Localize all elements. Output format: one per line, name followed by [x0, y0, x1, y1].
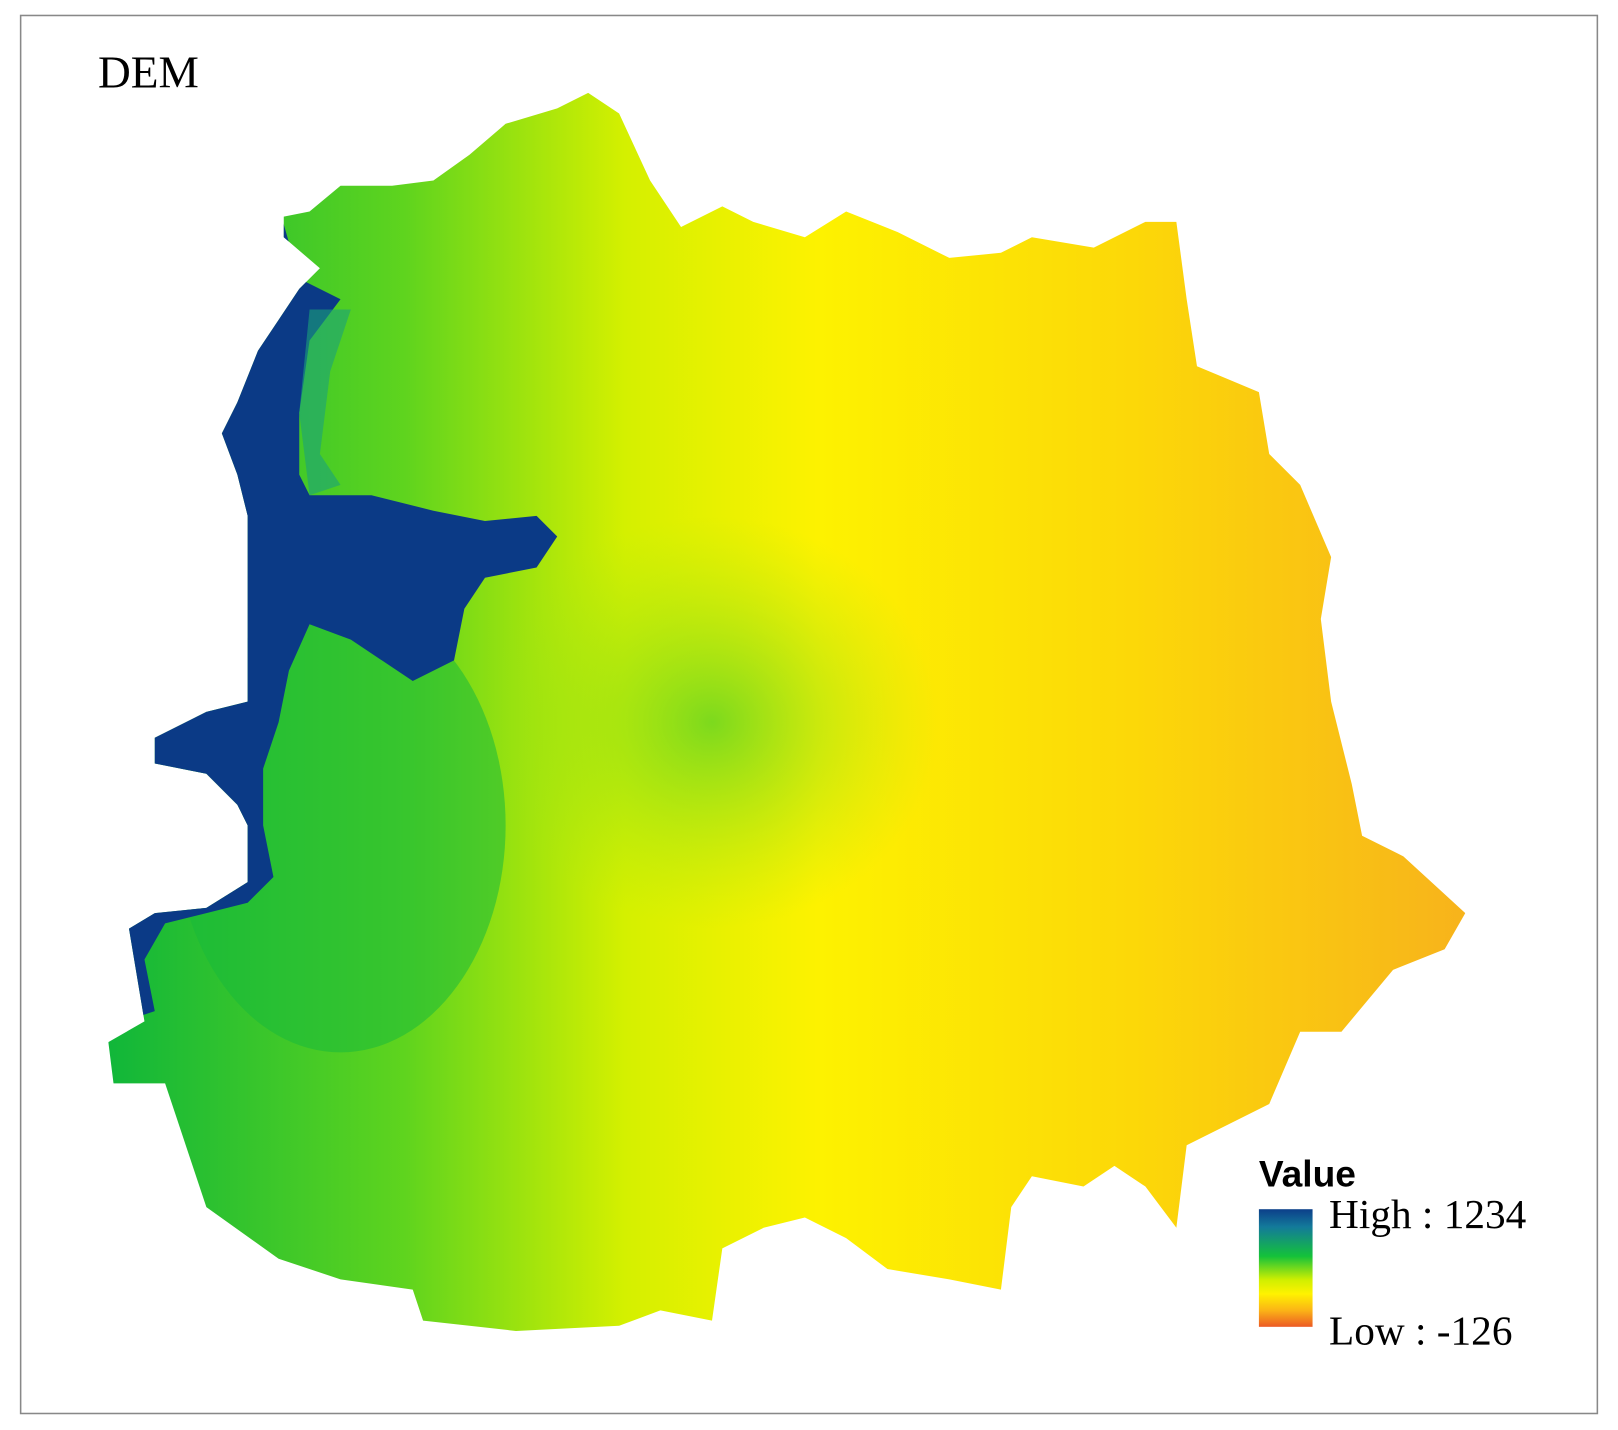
legend-low: Low : -126	[1329, 1307, 1512, 1353]
legend-ramp	[1258, 1209, 1313, 1327]
legend-high: High : 1234	[1329, 1191, 1526, 1237]
legend: Value High : 1234 Low : -126	[1258, 1153, 1526, 1353]
legend-title: Value	[1259, 1153, 1356, 1195]
map-title: DEM	[98, 48, 199, 98]
